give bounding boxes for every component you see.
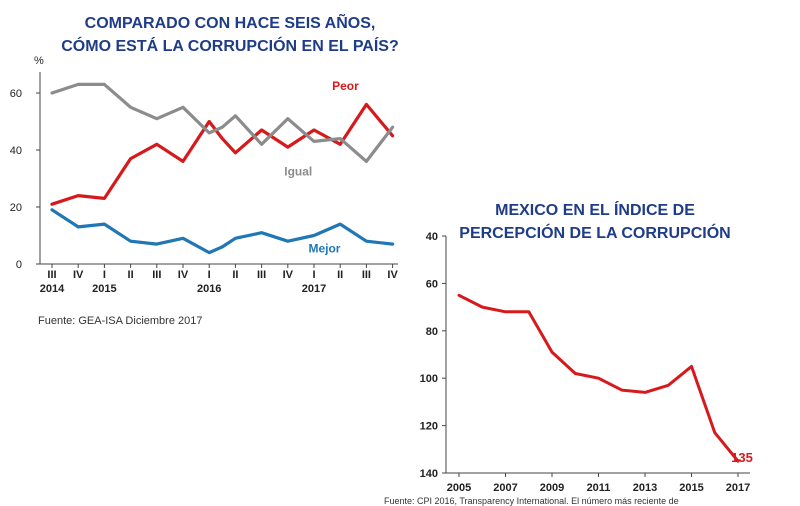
left-x-tick-label: III	[362, 269, 371, 281]
series-line-igual	[50, 82, 395, 163]
right-y-tick-label: 100	[420, 373, 438, 385]
right-y-tick-label: 40	[426, 231, 438, 243]
right-x-tick-label: 2017	[726, 482, 750, 494]
left-year-label: 2014	[40, 283, 65, 295]
right-chart-source: Fuente: CPI 2016, Transparency Internati…	[384, 496, 679, 506]
right-line-chart: 40 60 80 100 120 140 2005 2007 2009 2011 2013 2015 2…	[420, 231, 753, 494]
left-x-tick-label: III	[152, 269, 161, 281]
left-x-tick-label: I	[208, 269, 211, 281]
left-y-tick-label: 20	[10, 202, 22, 214]
left-y-tick-label: 60	[10, 88, 22, 100]
left-x-tick-label: I	[103, 269, 106, 281]
left-title-line2: CÓMO ESTÁ LA CORRUPCIÓN EN EL PAÍS?	[61, 38, 399, 55]
left-y-axis-label: %	[34, 55, 44, 67]
cpi-rank-line	[457, 293, 740, 463]
left-x-tick-label: III	[47, 269, 56, 281]
left-chart-title: COMPARADO CON HACE SEIS AÑOS, CÓMO ESTÁ …	[20, 12, 440, 58]
left-x-tick-label: I	[312, 269, 315, 281]
left-chart-source: Fuente: GEA-ISA Diciembre 2017	[38, 315, 203, 327]
cpi-last-value-label: 135	[731, 450, 753, 465]
left-x-tick-label: II	[232, 269, 238, 281]
right-y-tick-label: 120	[420, 421, 438, 433]
left-x-tick-label: IV	[178, 269, 189, 281]
left-x-tick-label: IV	[73, 269, 84, 281]
right-x-tick-label: 2013	[633, 482, 657, 494]
left-x-tick-label: IV	[283, 269, 294, 281]
right-x-tick-label: 2009	[540, 482, 564, 494]
right-y-tick-label: 80	[426, 326, 438, 338]
right-x-tick-label: 2005	[447, 482, 471, 494]
series-label-mejor: Mejor	[308, 242, 340, 256]
right-chart-title: MEXICO EN EL ÍNDICE DE PERCEPCIÓN DE LA …	[430, 199, 760, 245]
left-title-line1: COMPARADO CON HACE SEIS AÑOS,	[84, 15, 376, 32]
left-x-tick-label: II	[337, 269, 343, 281]
left-year-label: 2017	[302, 283, 326, 295]
left-year-label: 2016	[197, 283, 221, 295]
series-label-igual: Igual	[284, 165, 312, 179]
left-year-label: 2015	[92, 283, 116, 295]
left-x-tick-label: II	[128, 269, 134, 281]
series-line-mejor	[50, 208, 395, 255]
left-y-tick-label: 40	[10, 145, 22, 157]
left-y-tick-label: 0	[16, 259, 22, 271]
left-x-tick-label: III	[257, 269, 266, 281]
right-title-line2: PERCEPCIÓN DE LA CORRUPCIÓN	[459, 225, 731, 242]
left-x-tick-label: IV	[387, 269, 398, 281]
right-title-line1: MEXICO EN EL ÍNDICE DE	[495, 202, 695, 219]
right-y-tick-label: 140	[420, 468, 438, 480]
right-x-tick-label: 2015	[679, 482, 703, 494]
series-line-peor	[50, 102, 395, 206]
right-x-tick-label: 2011	[587, 482, 611, 494]
right-x-tick-label: 2007	[493, 482, 517, 494]
right-y-tick-label: 60	[426, 278, 438, 290]
series-label-peor: Peor	[332, 79, 359, 93]
